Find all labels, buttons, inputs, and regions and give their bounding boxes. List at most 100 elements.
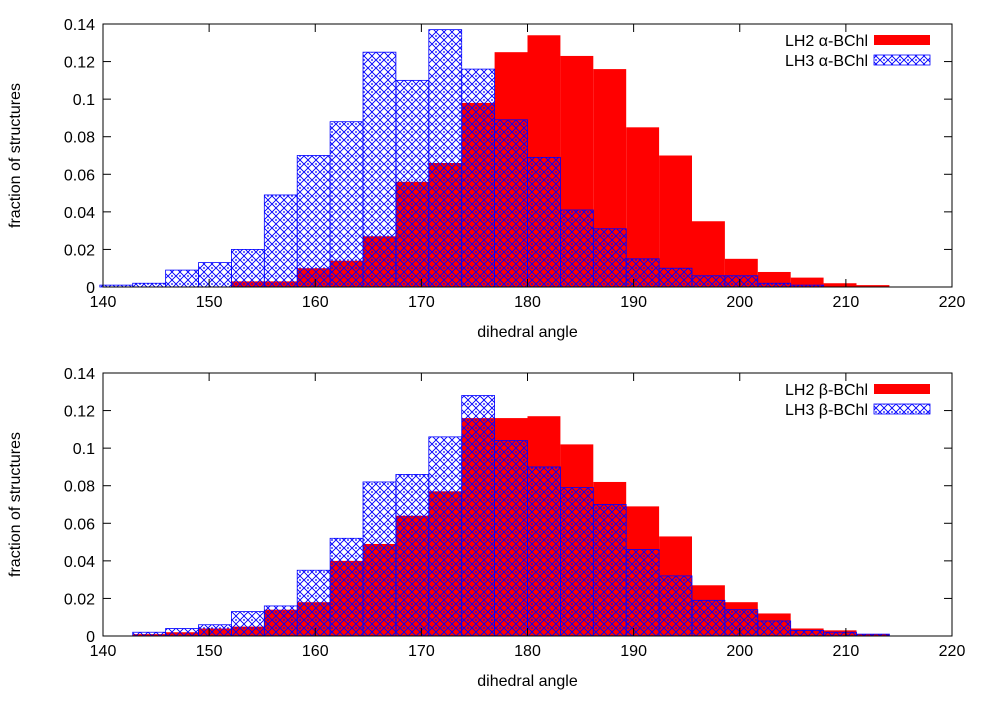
legend-label: LH3 α-BChl — [785, 53, 868, 70]
bar — [560, 209, 594, 288]
y-tick-label: 0 — [86, 629, 95, 646]
bar — [329, 121, 364, 288]
x-tick-label: 170 — [408, 643, 435, 660]
bar — [165, 269, 199, 288]
bar — [856, 285, 890, 287]
x-tick-label: 190 — [620, 643, 647, 660]
bar — [658, 267, 693, 288]
bar — [823, 283, 857, 287]
y-tick-label: 0.02 — [64, 242, 95, 259]
bar — [724, 275, 759, 288]
legend: LH2 α-BChl LH3 α-BChl — [785, 33, 931, 70]
legend-label: LH2 α-BChl — [785, 33, 868, 50]
bar — [560, 487, 594, 637]
x-tick-label: 200 — [726, 643, 753, 660]
chart-panel-1: 140 150 160 170 180 190 200 210 220 0 0.02 0.04 0.06… — [7, 17, 965, 341]
bar — [691, 275, 726, 288]
bar — [263, 194, 298, 288]
series-2 — [132, 395, 890, 637]
y-axis-label: fraction of structures — [7, 83, 24, 228]
bar — [165, 628, 199, 637]
bar — [428, 436, 463, 637]
x-tick-label: 170 — [408, 294, 435, 311]
series-2 — [99, 29, 824, 288]
bar — [592, 504, 627, 637]
x-tick-label: 150 — [196, 643, 223, 660]
x-tick-label: 200 — [726, 294, 753, 311]
bar — [132, 631, 167, 637]
bar — [823, 631, 857, 637]
bar — [362, 51, 397, 288]
bar — [592, 228, 627, 288]
bar — [198, 624, 232, 637]
bar — [329, 537, 364, 637]
bar — [757, 282, 792, 288]
bar — [362, 481, 397, 637]
bar — [428, 29, 463, 288]
bar — [296, 569, 331, 637]
x-axis-label: dihedral angle — [477, 324, 578, 341]
y-tick-label: 0.08 — [64, 130, 95, 147]
bar — [494, 440, 528, 637]
y-tick-label: 0.14 — [64, 366, 95, 383]
bar — [658, 575, 693, 637]
legend: LH2 β-BChl LH3 β-BChl — [785, 382, 931, 419]
legend-label: LH3 β-BChl — [785, 402, 868, 419]
bar — [231, 249, 265, 288]
x-tick-label: 160 — [302, 294, 329, 311]
bar — [231, 611, 265, 637]
bar — [296, 155, 331, 288]
chart-panel-2: 140 150 160 170 180 190 200 210 220 0 0.02 0.04 0.06… — [7, 366, 965, 690]
legend-swatch — [874, 35, 930, 45]
x-tick-label: 180 — [514, 294, 541, 311]
bar — [494, 119, 528, 288]
y-tick-label: 0.12 — [64, 55, 95, 72]
x-tick-label: 210 — [833, 643, 860, 660]
y-tick-label: 0.12 — [64, 404, 95, 421]
bar — [461, 395, 496, 637]
legend-swatch — [873, 54, 931, 66]
y-tick-label: 0.06 — [64, 167, 95, 184]
y-tick-label: 0.14 — [64, 17, 95, 34]
x-tick-label: 190 — [620, 294, 647, 311]
bar — [790, 277, 824, 287]
y-tick-label: 0.04 — [64, 554, 95, 571]
x-tick-label: 160 — [302, 643, 329, 660]
x-axis-label: dihedral angle — [477, 673, 578, 690]
bar — [691, 599, 726, 637]
bar — [790, 629, 824, 637]
y-axis-label: fraction of structures — [7, 432, 24, 577]
y-tick-label: 0.02 — [64, 591, 95, 608]
x-tick-label: 220 — [939, 294, 966, 311]
bar — [724, 609, 759, 637]
x-tick-label: 140 — [90, 294, 117, 311]
bar — [263, 605, 298, 637]
y-tick-label: 0.08 — [64, 479, 95, 496]
x-tick-label: 180 — [514, 643, 541, 660]
bar — [527, 466, 561, 637]
y-tick-label: 0 — [86, 280, 95, 297]
bar — [757, 620, 792, 637]
y-tick-label: 0.04 — [64, 205, 95, 222]
bar — [461, 68, 496, 288]
x-tick-label: 150 — [196, 294, 223, 311]
x-tick-label: 140 — [90, 643, 117, 660]
legend-label: LH2 β-BChl — [785, 382, 868, 399]
legend-swatch — [874, 384, 930, 394]
bar — [659, 155, 692, 287]
x-tick-label: 220 — [939, 643, 966, 660]
bar — [625, 549, 660, 637]
y-tick-label: 0.1 — [73, 92, 95, 109]
bar — [625, 258, 660, 288]
bar — [395, 79, 430, 288]
legend-swatch — [873, 403, 931, 415]
bar — [395, 474, 430, 637]
y-tick-label: 0.06 — [64, 516, 95, 533]
bar — [527, 156, 561, 288]
y-tick-label: 0.1 — [73, 441, 95, 458]
bar — [132, 282, 167, 288]
bar — [198, 262, 232, 288]
x-tick-label: 210 — [833, 294, 860, 311]
